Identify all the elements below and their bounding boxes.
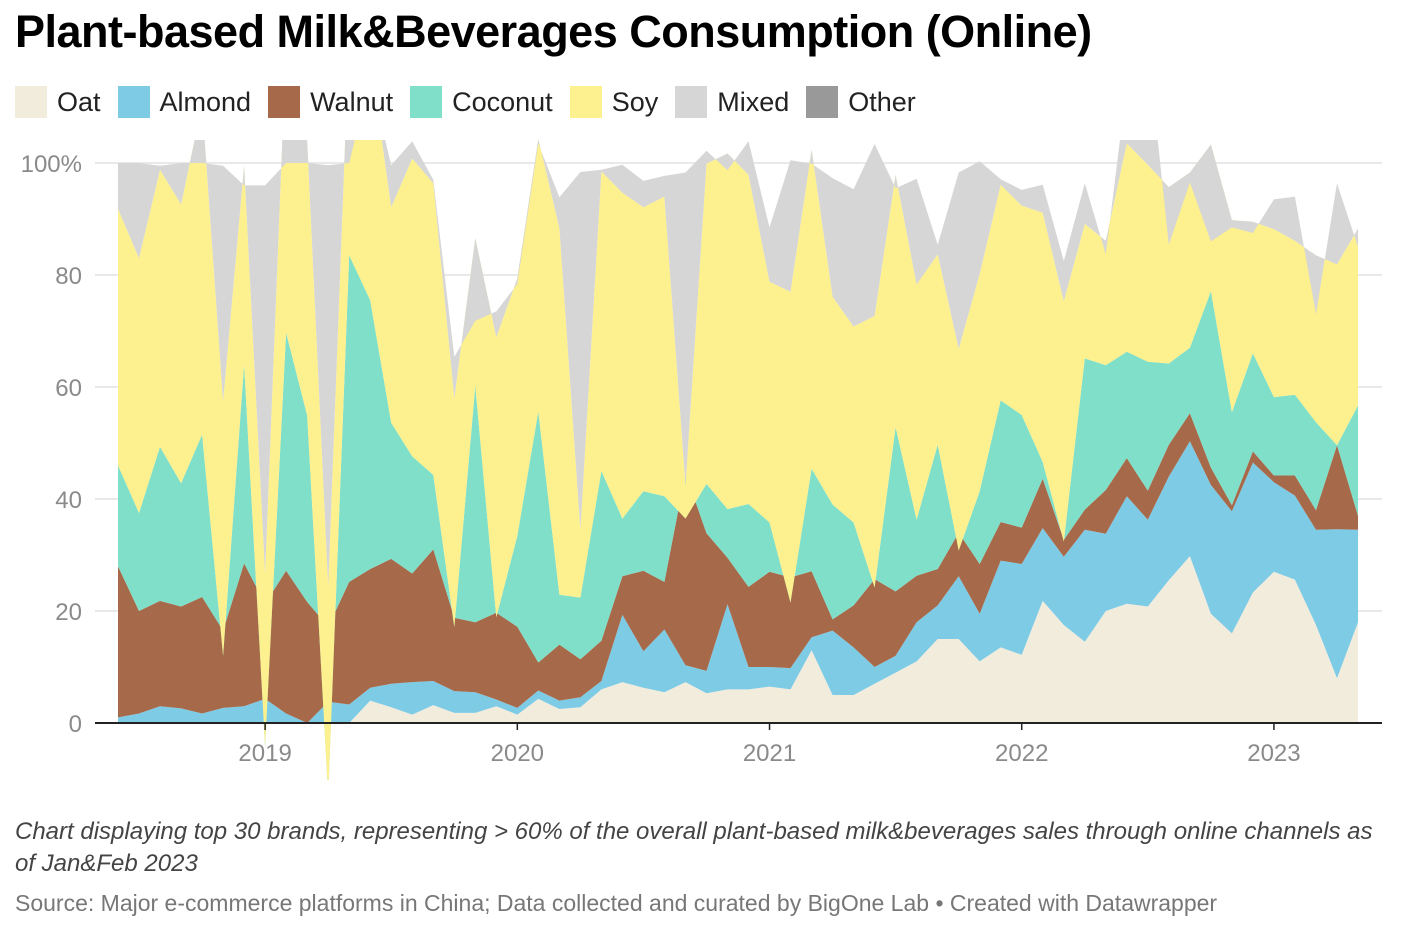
legend-label-other: Other (848, 86, 916, 117)
legend-swatch-other (806, 86, 839, 118)
legend-item-oat: Oat (15, 86, 101, 118)
legend-item-soy: Soy (569, 86, 659, 118)
legend-label-mixed: Mixed (717, 86, 790, 117)
series-area-soy (118, 140, 1358, 780)
legend-swatch-coconut (410, 86, 443, 118)
y-tick-label: 100% (21, 151, 82, 178)
chart-title: Plant-based Milk&Beverages Consumption (… (15, 6, 1092, 57)
legend-swatch-mixed (675, 86, 708, 118)
x-tick-label: 2020 (491, 740, 544, 767)
legend-item-other: Other (806, 86, 916, 118)
y-tick-label: 40 (55, 487, 82, 514)
legend-label-walnut: Walnut (310, 86, 394, 117)
legend: Oat Almond Walnut Coconut Soy Mixed Othe… (15, 86, 933, 118)
legend-swatch-almond (117, 86, 150, 118)
legend-item-walnut: Walnut (268, 86, 393, 118)
x-tick-label: 2023 (1247, 740, 1300, 767)
stacked-area-chart: 0 20 40 60 80 100% 2019 2020 2021 2022 2023 (21, 140, 1382, 780)
y-tick-label: 20 (55, 599, 82, 626)
series-area-coconut (118, 255, 1358, 780)
legend-item-almond: Almond (117, 86, 252, 118)
legend-label-soy: Soy (611, 86, 659, 117)
legend-item-mixed: Mixed (675, 86, 789, 118)
y-tick-label: 60 (55, 375, 82, 402)
y-tick-label: 80 (55, 263, 82, 290)
x-tick-label: 2022 (995, 740, 1048, 767)
chart-caption: Chart displaying top 30 brands, represen… (15, 818, 1373, 877)
series-areas (118, 140, 1358, 780)
series-area-mixed (118, 140, 1358, 587)
y-tick-label: 0 (69, 711, 82, 738)
legend-swatch-soy (569, 86, 602, 118)
legend-swatch-oat (15, 86, 47, 118)
chart-source: Source: Major e-commerce platforms in Ch… (15, 890, 1218, 916)
x-tick-label: 2021 (743, 740, 796, 767)
legend-swatch-walnut (268, 86, 301, 118)
legend-item-coconut: Coconut (410, 86, 553, 118)
legend-label-coconut: Coconut (452, 86, 553, 117)
series-area-oat (118, 556, 1358, 723)
x-tick-label: 2019 (238, 740, 291, 767)
legend-label-almond: Almond (159, 86, 252, 117)
axes: 0 20 40 60 80 100% 2019 2020 2021 2022 2023 (21, 151, 1382, 767)
legend-label-oat: Oat (57, 86, 101, 117)
series-area-walnut (118, 413, 1358, 723)
series-area-almond (118, 441, 1358, 723)
